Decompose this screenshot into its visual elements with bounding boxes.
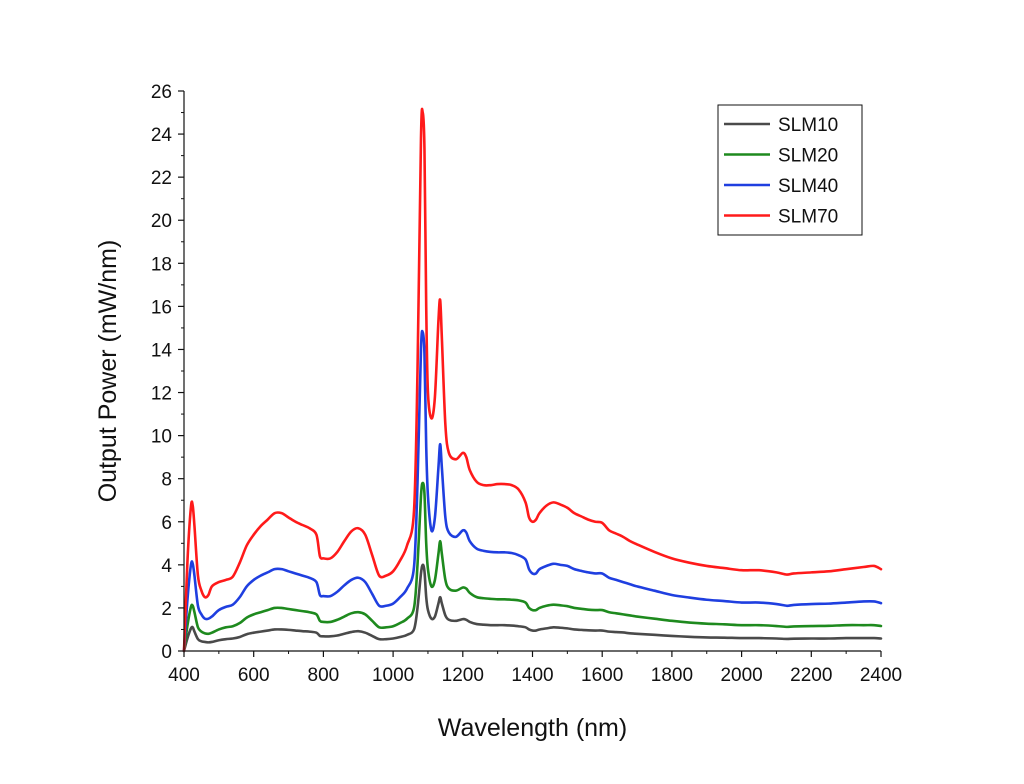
y-tick-label: 2 bbox=[161, 599, 172, 620]
series-line-slm10 bbox=[182, 563, 883, 653]
x-axis-title: Wavelength (nm) bbox=[438, 714, 627, 742]
y-tick-label: 12 bbox=[151, 384, 172, 405]
series-line-slm40 bbox=[182, 329, 883, 653]
y-tick-label: 10 bbox=[151, 427, 172, 448]
legend-label-slm40: SLM40 bbox=[778, 176, 838, 197]
x-tick-label: 1200 bbox=[442, 665, 484, 686]
y-tick-label: 20 bbox=[151, 211, 172, 232]
x-tick-label: 2400 bbox=[860, 665, 902, 686]
series-line-slm70 bbox=[182, 107, 883, 653]
y-tick-label: 0 bbox=[161, 642, 172, 663]
legend-label-slm20: SLM20 bbox=[778, 146, 838, 167]
axes-layer: 400 600 800 1000 1200 1400 1600 1800 2000 2200 240… bbox=[151, 82, 902, 686]
x-tick-label: 2000 bbox=[720, 665, 762, 686]
legend-box bbox=[717, 104, 863, 236]
series-line-slm20 bbox=[182, 481, 883, 653]
y-tick-label: 26 bbox=[151, 82, 172, 103]
x-tick-label: 1000 bbox=[372, 665, 414, 686]
x-tick-label: 2200 bbox=[790, 665, 832, 686]
y-tick-label: 6 bbox=[161, 513, 172, 534]
y-tick-label: 22 bbox=[151, 168, 172, 189]
x-tick-label: 1800 bbox=[651, 665, 693, 686]
x-tick-label: 800 bbox=[308, 665, 340, 686]
y-tick-label: 24 bbox=[151, 125, 173, 146]
y-tick-label: 4 bbox=[161, 556, 172, 577]
x-tick-label: 600 bbox=[238, 665, 270, 686]
series-layer bbox=[182, 107, 883, 653]
legend-label-slm70: SLM70 bbox=[778, 207, 838, 228]
y-axis-title: Output Power (mW/nm) bbox=[94, 240, 122, 503]
x-tick-label: 1600 bbox=[581, 665, 623, 686]
y-tick-label: 18 bbox=[151, 254, 172, 275]
legend-label-slm10: SLM10 bbox=[778, 115, 838, 136]
y-tick-label: 8 bbox=[161, 470, 172, 491]
y-tick-label: 16 bbox=[151, 297, 172, 318]
x-tick-label: 1400 bbox=[511, 665, 553, 686]
x-tick-label: 400 bbox=[168, 665, 200, 686]
legend: SLM10 SLM20 SLM40 SLM70 bbox=[717, 104, 863, 236]
y-tick-label: 14 bbox=[151, 340, 173, 361]
